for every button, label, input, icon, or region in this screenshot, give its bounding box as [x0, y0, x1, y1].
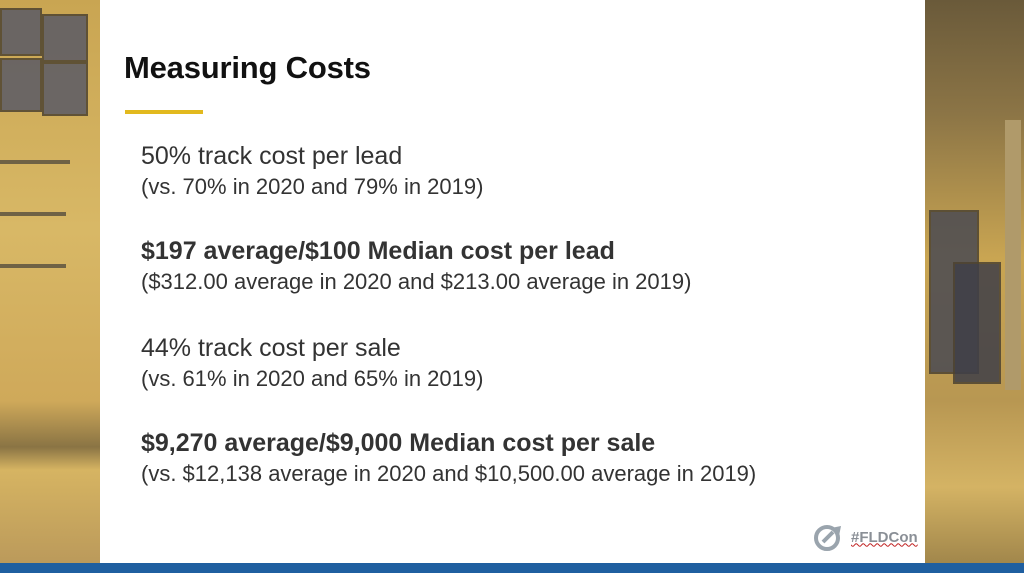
wall-stripe	[0, 264, 66, 268]
stat-block: $9,270 average/$9,000 Median cost per sa…	[141, 427, 756, 489]
building-window	[0, 8, 42, 56]
fldcon-logo: #FLDCon	[813, 522, 918, 552]
stat-detail: ($312.00 average in 2020 and $213.00 ave…	[141, 269, 692, 294]
background-photo-left	[0, 0, 100, 573]
stat-block: 50% track cost per lead (vs. 70% in 2020…	[141, 140, 483, 202]
building-window	[42, 62, 88, 116]
footer-bar	[0, 563, 1024, 573]
stat-main: 44% track cost per sale	[141, 334, 401, 362]
stat-block: 44% track cost per sale (vs. 61% in 2020…	[141, 332, 483, 394]
stat-main: 50% track cost per lead	[141, 142, 403, 170]
stat-main: $9,270 average/$9,000 Median cost per sa…	[141, 429, 656, 457]
stat-detail: (vs. $12,138 average in 2020 and $10,500…	[141, 461, 757, 486]
stat-block: $197 average/$100 Median cost per lead (…	[141, 235, 691, 297]
title-accent-rule	[125, 110, 203, 114]
building-door	[953, 262, 1001, 384]
background-photo-right	[925, 0, 1024, 573]
stat-detail: (vs. 61% in 2020 and 65% in 2019)	[141, 366, 484, 391]
slide-title: Measuring Costs	[124, 50, 371, 85]
hashtag-label: #FLDCon	[851, 528, 918, 546]
stat-main: $197 average/$100 Median cost per lead	[141, 237, 615, 265]
slide-content: Measuring Costs 50% track cost per lead …	[100, 0, 925, 563]
building-window	[42, 14, 88, 62]
building-window	[0, 58, 42, 112]
fldc-logo-icon	[814, 525, 841, 551]
building-column	[1005, 120, 1021, 390]
wall-stripe	[0, 212, 66, 216]
stat-detail: (vs. 70% in 2020 and 79% in 2019)	[141, 174, 484, 199]
wall-stripe	[0, 160, 70, 164]
